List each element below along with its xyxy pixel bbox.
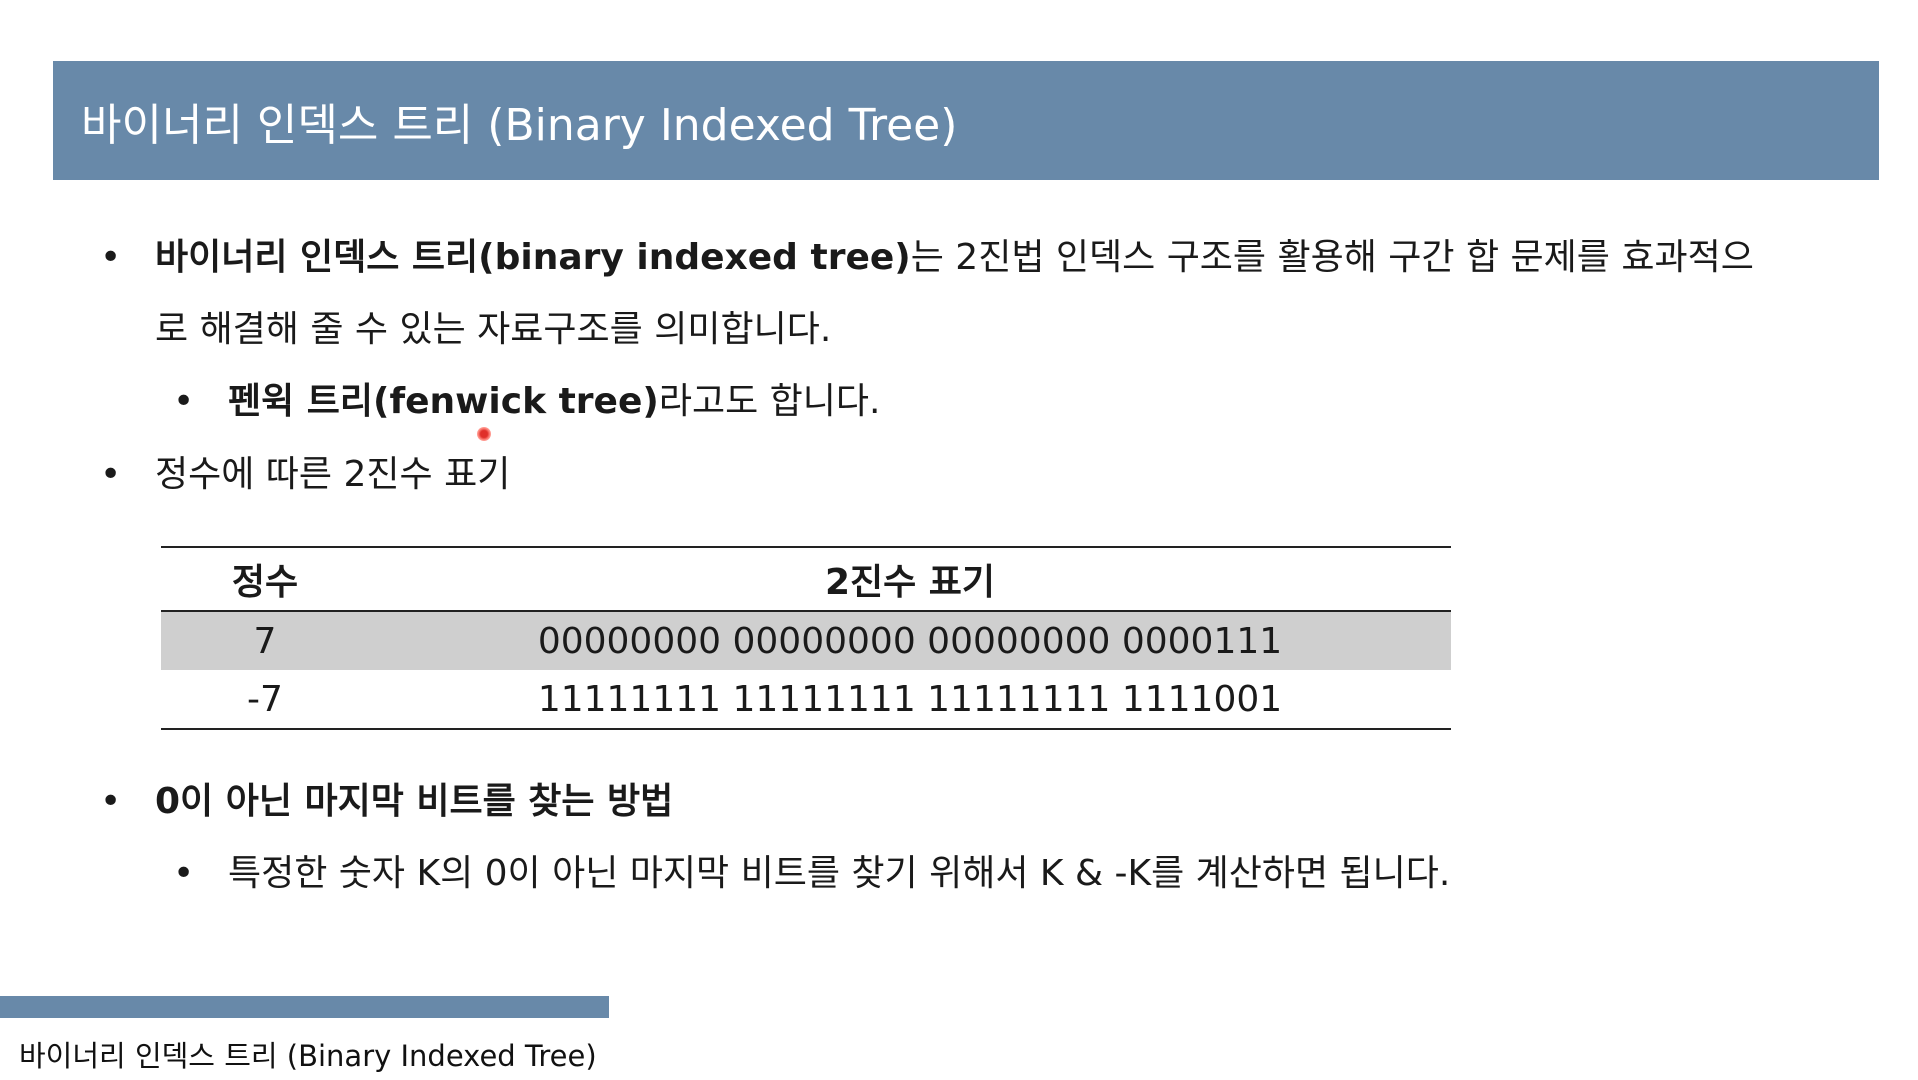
binary-table-wrapper: 정수 2진수 표기 7 00000000 00000000 00000000 0…	[161, 546, 1451, 730]
sub-bullet-k-and-minus-k: 특정한 숫자 K의 0이 아닌 마지막 비트를 찾기 위해서 K & -K를 계…	[228, 853, 1451, 894]
bullet-text: 라고도 합니다.	[658, 381, 881, 422]
bullet-bold-term: 펜윅 트리(fenwick tree)	[228, 381, 659, 422]
table-header-binary: 2진수 표기	[369, 546, 1451, 612]
bullet-dot: •	[100, 454, 122, 495]
bullet-dot: •	[173, 381, 195, 422]
bullet-bold-term: 바이너리 인덱스 트리(binary indexed tree)	[155, 237, 911, 278]
binary-representation-table: 정수 2진수 표기 7 00000000 00000000 00000000 0…	[161, 546, 1451, 730]
laser-pointer-icon	[477, 427, 491, 441]
table-cell-binary: 00000000 00000000 00000000 0000111	[369, 611, 1451, 670]
table-cell-integer: 7	[161, 611, 369, 670]
bullet-last-bit-method: 0이 아닌 마지막 비트를 찾는 방법	[155, 781, 674, 822]
slide-title: 바이너리 인덱스 트리 (Binary Indexed Tree)	[81, 99, 958, 151]
footer-label: 바이너리 인덱스 트리 (Binary Indexed Tree)	[19, 1039, 597, 1073]
bullet-dot: •	[100, 237, 122, 278]
bullet-dot: •	[173, 853, 195, 894]
bullet-binary-representation: 정수에 따른 2진수 표기	[155, 454, 511, 495]
footer-bar	[0, 996, 609, 1018]
table-header-row: 정수 2진수 표기	[161, 546, 1451, 612]
sub-bullet-fenwick-tree: 펜윅 트리(fenwick tree)라고도 합니다.	[228, 366, 880, 438]
table-row: -7 11111111 11111111 11111111 1111001	[161, 670, 1451, 730]
bullet-text: 는 2진법 인덱스 구조를 활용해 구간 합 문제를 효과적으	[910, 237, 1754, 278]
table-header-integer: 정수	[161, 546, 369, 612]
table-cell-integer: -7	[161, 670, 369, 730]
bullet-continuation: 로 해결해 줄 수 있는 자료구조를 의미합니다.	[155, 309, 832, 350]
title-bar: 바이너리 인덱스 트리 (Binary Indexed Tree)	[53, 61, 1879, 180]
table-cell-binary: 11111111 11111111 11111111 1111001	[369, 670, 1451, 730]
table-row: 7 00000000 00000000 00000000 0000111	[161, 611, 1451, 670]
bullet-binary-indexed-tree: 바이너리 인덱스 트리(binary indexed tree)는 2진법 인덱…	[155, 222, 1754, 294]
bullet-dot: •	[100, 781, 122, 822]
